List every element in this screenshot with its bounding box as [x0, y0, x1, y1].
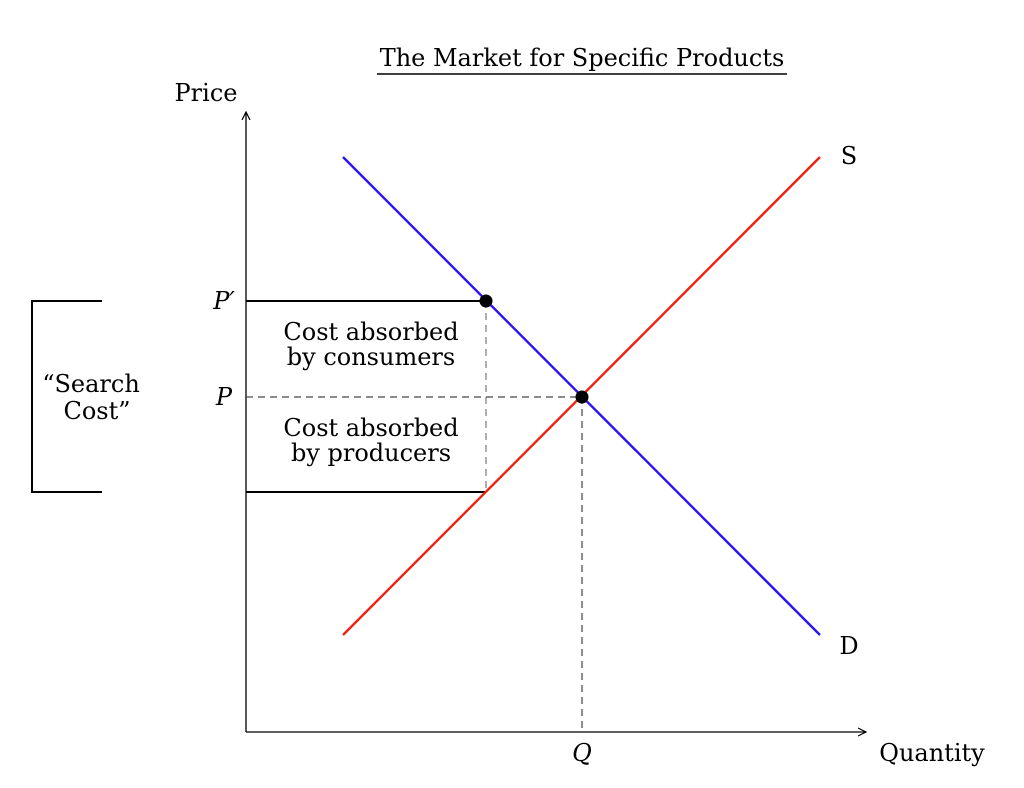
- p-label: P: [215, 383, 233, 411]
- search-cost-line1: “Search: [42, 370, 140, 398]
- consumers-region-line1: Cost absorbed: [283, 318, 458, 346]
- demand-label: D: [839, 632, 858, 660]
- consumer-price-point: [479, 294, 493, 308]
- producers-region-line2: by producers: [291, 439, 451, 467]
- consumers-region-line2: by consumers: [287, 343, 455, 371]
- x-axis-label: Quantity: [879, 739, 985, 767]
- diagram-title: The Market for Specific Products: [380, 44, 785, 72]
- y-axis-label: Price: [175, 79, 238, 107]
- equilibrium-point: [575, 390, 589, 404]
- p-prime-label: P′: [212, 287, 235, 315]
- search-cost-bracket: [31, 300, 102, 493]
- producers-region-line1: Cost absorbed: [283, 414, 458, 442]
- q-label: Q: [572, 739, 592, 767]
- search-cost-line2: Cost”: [63, 397, 130, 425]
- supply-label: S: [841, 142, 857, 170]
